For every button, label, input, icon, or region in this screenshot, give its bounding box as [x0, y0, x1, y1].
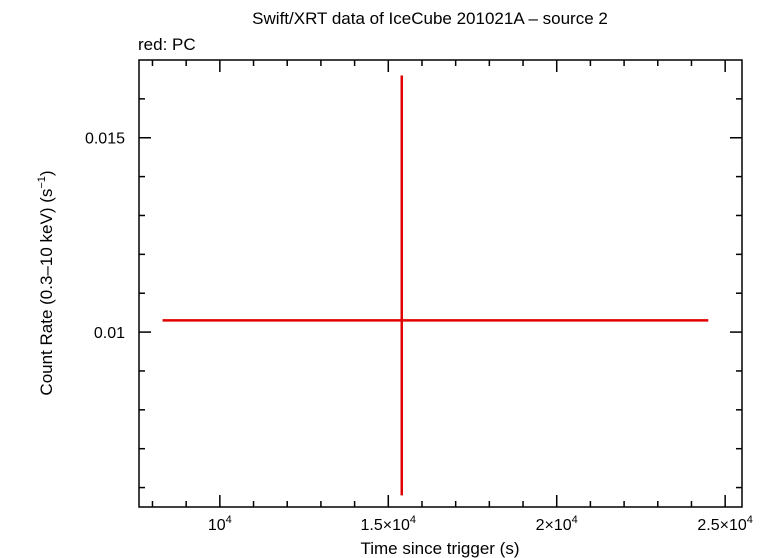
y-tick-label: 0.01: [94, 325, 125, 342]
y-axis-title-text: Count Rate (0.3–10 keV) (s: [37, 189, 56, 396]
data-series: [162, 75, 709, 496]
y-tick-label: 0.015: [85, 131, 125, 148]
x-axis-title: Time since trigger (s): [360, 539, 519, 558]
x-tick-exponent: 4: [226, 514, 232, 526]
x-tick-mantissa: 10: [208, 517, 226, 534]
x-tick-exponent: 4: [410, 514, 416, 526]
plot-frame: [138, 59, 743, 508]
x-tick-labels: 104 1.5×104 2×104 2.5×104: [208, 514, 753, 534]
x-tick-label: 104: [208, 514, 232, 534]
y-tick-labels: 0.01 0.015: [85, 131, 125, 342]
y-axis-title-close: ): [37, 170, 56, 176]
x-tick-label: 2.5×104: [697, 514, 753, 534]
y-axis-title: Count Rate (0.3–10 keV) (s−1): [36, 170, 56, 395]
y-axis-title-exponent: −1: [36, 176, 48, 189]
x-tick-label: 2×104: [536, 514, 578, 534]
chart-subtitle: red: PC: [138, 35, 196, 54]
x-tick-exponent: 4: [747, 514, 753, 526]
x-tick-label: 1.5×104: [361, 514, 417, 534]
axis-ticks: [139, 60, 742, 507]
x-tick-mantissa: 2×10: [536, 517, 572, 534]
x-tick-exponent: 4: [572, 514, 578, 526]
x-tick-mantissa: 2.5×10: [697, 517, 746, 534]
chart-title: Swift/XRT data of IceCube 201021A – sour…: [252, 9, 608, 28]
x-tick-mantissa: 1.5×10: [361, 517, 410, 534]
